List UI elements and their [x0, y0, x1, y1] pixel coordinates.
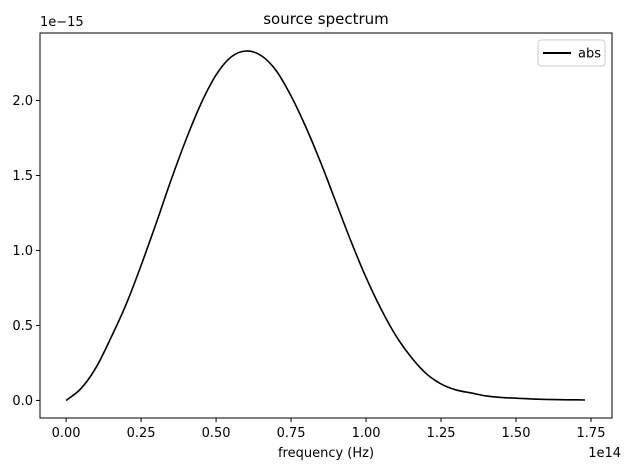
y-axis-scale-label: 1e−15 — [40, 15, 84, 30]
x-tick-label: 0.75 — [277, 426, 306, 441]
y-tick-label: 1.0 — [12, 244, 33, 259]
x-tick-label: 1.75 — [577, 426, 606, 441]
legend-box — [537, 39, 606, 67]
y-tick-label: 0.5 — [12, 319, 33, 334]
x-tick-label: 0.25 — [127, 426, 156, 441]
chart-title: source spectrum — [263, 10, 389, 28]
x-axis-ticks: 0.00 0.25 0.50 0.75 1.00 1.25 1.50 1.75 — [52, 418, 606, 441]
x-tick-label: 0.50 — [202, 426, 231, 441]
legend-label-abs: abs — [578, 47, 601, 62]
legend: abs — [537, 39, 606, 67]
x-tick-label: 0.00 — [52, 426, 81, 441]
x-tick-label: 1.25 — [427, 426, 456, 441]
series-line-abs — [65, 50, 586, 402]
plot-area — [65, 50, 586, 402]
x-tick-label: 1.50 — [502, 426, 531, 441]
x-tick-label: 1.00 — [352, 426, 381, 441]
axes-frame — [39, 32, 613, 419]
x-axis-label: frequency (Hz) — [278, 446, 374, 461]
y-tick-label: 2.0 — [12, 94, 33, 109]
y-axis-ticks: 0.0 0.5 1.0 1.5 2.0 — [12, 94, 40, 409]
y-tick-label: 0.0 — [12, 394, 33, 409]
y-tick-label: 1.5 — [12, 169, 33, 184]
x-axis-scale-label: 1e14 — [588, 446, 621, 461]
